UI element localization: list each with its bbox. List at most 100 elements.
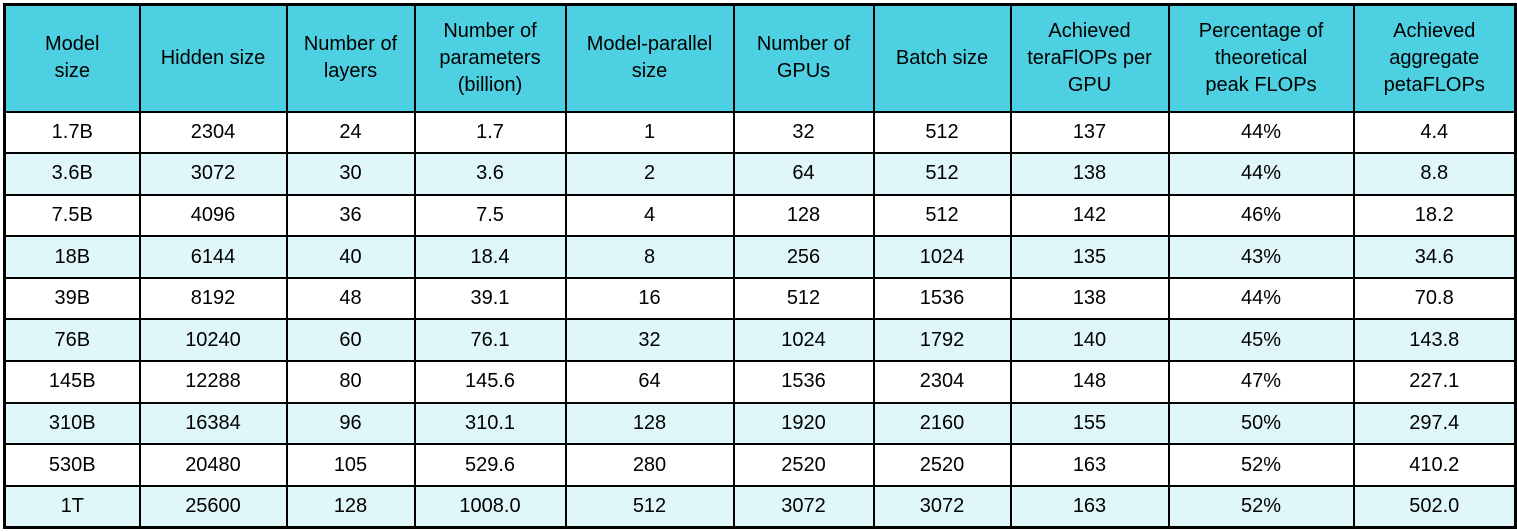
table-row: 1.7B 2304 24 1.7 1 32 512 137 44% 4.4 [3, 110, 1517, 155]
cell-num-gpus: 3072 [732, 484, 875, 529]
cell-pct-theoretical-peak-flops: 47% [1167, 360, 1355, 404]
cell-pct-theoretical-peak-flops: 45% [1167, 318, 1355, 363]
cell-achieved-teraflops-per-gpu: 163 [1009, 443, 1170, 487]
cell-num-gpus: 256 [732, 235, 875, 279]
column-header-model-parallel-size: Model-parallel size [564, 3, 735, 113]
cell-achieved-aggregate-petaflops: 18.2 [1352, 193, 1517, 238]
cell-achieved-aggregate-petaflops: 34.6 [1352, 235, 1517, 279]
cell-model-size: 3.6B [3, 152, 141, 196]
column-header-num-layers: Number of layers [285, 3, 416, 113]
cell-achieved-teraflops-per-gpu: 163 [1009, 484, 1170, 529]
table-row: 7.5B 4096 36 7.5 4 128 512 142 46% 18.2 [3, 193, 1517, 238]
cell-model-size: 1T [3, 484, 141, 529]
table-row: 39B 8192 48 39.1 16 512 1536 138 44% 70.8 [3, 276, 1517, 321]
table-row: 1T 25600 128 1008.0 512 3072 3072 163 52% 502.0 [3, 484, 1517, 529]
cell-model-size: 530B [3, 443, 141, 487]
cell-num-layers: 48 [285, 276, 416, 321]
cell-num-parameters: 76.1 [413, 318, 567, 363]
cell-achieved-aggregate-petaflops: 143.8 [1352, 318, 1517, 363]
cell-pct-theoretical-peak-flops: 44% [1167, 276, 1355, 321]
cell-batch-size: 512 [872, 152, 1012, 196]
cell-achieved-aggregate-petaflops: 227.1 [1352, 360, 1517, 404]
cell-hidden-size: 6144 [138, 235, 288, 279]
cell-num-parameters: 39.1 [413, 276, 567, 321]
table-row: 145B 12288 80 145.6 64 1536 2304 148 47% 227.1 [3, 360, 1517, 404]
cell-achieved-teraflops-per-gpu: 140 [1009, 318, 1170, 363]
column-header-pct-theoretical-peak-flops: Percentage of theoretical peak FLOPs [1167, 3, 1355, 113]
cell-num-parameters: 7.5 [413, 193, 567, 238]
cell-num-parameters: 145.6 [413, 360, 567, 404]
column-header-achieved-aggregate-petaflops: Achieved aggregate petaFLOPs [1352, 3, 1517, 113]
cell-num-parameters: 529.6 [413, 443, 567, 487]
cell-batch-size: 2160 [872, 401, 1012, 446]
cell-model-parallel-size: 4 [564, 193, 735, 238]
cell-model-size: 76B [3, 318, 141, 363]
cell-pct-theoretical-peak-flops: 52% [1167, 484, 1355, 529]
cell-num-layers: 36 [285, 193, 416, 238]
cell-model-size: 18B [3, 235, 141, 279]
cell-model-parallel-size: 128 [564, 401, 735, 446]
cell-batch-size: 512 [872, 193, 1012, 238]
cell-num-gpus: 512 [732, 276, 875, 321]
column-header-hidden-size: Hidden size [138, 3, 288, 113]
cell-achieved-aggregate-petaflops: 8.8 [1352, 152, 1517, 196]
cell-hidden-size: 8192 [138, 276, 288, 321]
column-header-num-parameters: Number of parameters (billion) [413, 3, 567, 113]
cell-batch-size: 1792 [872, 318, 1012, 363]
cell-pct-theoretical-peak-flops: 52% [1167, 443, 1355, 487]
cell-num-gpus: 64 [732, 152, 875, 196]
table-body: 1.7B 2304 24 1.7 1 32 512 137 44% 4.4 3.6B 3072 30 3.… [3, 110, 1517, 529]
cell-achieved-teraflops-per-gpu: 142 [1009, 193, 1170, 238]
cell-model-parallel-size: 2 [564, 152, 735, 196]
cell-achieved-aggregate-petaflops: 70.8 [1352, 276, 1517, 321]
cell-achieved-teraflops-per-gpu: 135 [1009, 235, 1170, 279]
cell-model-parallel-size: 16 [564, 276, 735, 321]
cell-num-gpus: 1024 [732, 318, 875, 363]
cell-num-layers: 105 [285, 443, 416, 487]
cell-batch-size: 3072 [872, 484, 1012, 529]
cell-num-gpus: 1536 [732, 360, 875, 404]
cell-batch-size: 2304 [872, 360, 1012, 404]
cell-achieved-aggregate-petaflops: 297.4 [1352, 401, 1517, 446]
cell-num-gpus: 32 [732, 110, 875, 155]
cell-hidden-size: 16384 [138, 401, 288, 446]
cell-num-layers: 128 [285, 484, 416, 529]
cell-achieved-aggregate-petaflops: 410.2 [1352, 443, 1517, 487]
cell-batch-size: 1024 [872, 235, 1012, 279]
cell-achieved-teraflops-per-gpu: 138 [1009, 152, 1170, 196]
cell-num-parameters: 1.7 [413, 110, 567, 155]
column-header-num-gpus: Number of GPUs [732, 3, 875, 113]
cell-achieved-teraflops-per-gpu: 148 [1009, 360, 1170, 404]
cell-model-parallel-size: 280 [564, 443, 735, 487]
cell-pct-theoretical-peak-flops: 44% [1167, 152, 1355, 196]
cell-model-size: 310B [3, 401, 141, 446]
cell-achieved-aggregate-petaflops: 4.4 [1352, 110, 1517, 155]
cell-achieved-aggregate-petaflops: 502.0 [1352, 484, 1517, 529]
scaling-table: Model size Hidden size Number of layers Num… [3, 3, 1517, 529]
cell-model-size: 145B [3, 360, 141, 404]
cell-hidden-size: 12288 [138, 360, 288, 404]
cell-num-gpus: 2520 [732, 443, 875, 487]
cell-model-size: 1.7B [3, 110, 141, 155]
cell-hidden-size: 10240 [138, 318, 288, 363]
cell-num-layers: 40 [285, 235, 416, 279]
table-row: 530B 20480 105 529.6 280 2520 2520 163 52% 410.2 [3, 443, 1517, 487]
table-header: Model size Hidden size Number of layers Num… [3, 3, 1517, 113]
cell-num-gpus: 128 [732, 193, 875, 238]
cell-pct-theoretical-peak-flops: 44% [1167, 110, 1355, 155]
cell-pct-theoretical-peak-flops: 50% [1167, 401, 1355, 446]
cell-model-parallel-size: 8 [564, 235, 735, 279]
cell-num-parameters: 18.4 [413, 235, 567, 279]
cell-num-layers: 60 [285, 318, 416, 363]
cell-model-parallel-size: 32 [564, 318, 735, 363]
column-header-batch-size: Batch size [872, 3, 1012, 113]
table-row: 3.6B 3072 30 3.6 2 64 512 138 44% 8.8 [3, 152, 1517, 196]
cell-num-layers: 96 [285, 401, 416, 446]
table-row: 310B 16384 96 310.1 128 1920 2160 155 50% 297.4 [3, 401, 1517, 446]
cell-batch-size: 1536 [872, 276, 1012, 321]
header-row: Model size Hidden size Number of layers Num… [3, 3, 1517, 113]
column-header-model-size: Model size [3, 3, 141, 113]
cell-achieved-teraflops-per-gpu: 137 [1009, 110, 1170, 155]
column-header-achieved-teraflops-per-gpu: Achieved teraFlOPs per GPU [1009, 3, 1170, 113]
